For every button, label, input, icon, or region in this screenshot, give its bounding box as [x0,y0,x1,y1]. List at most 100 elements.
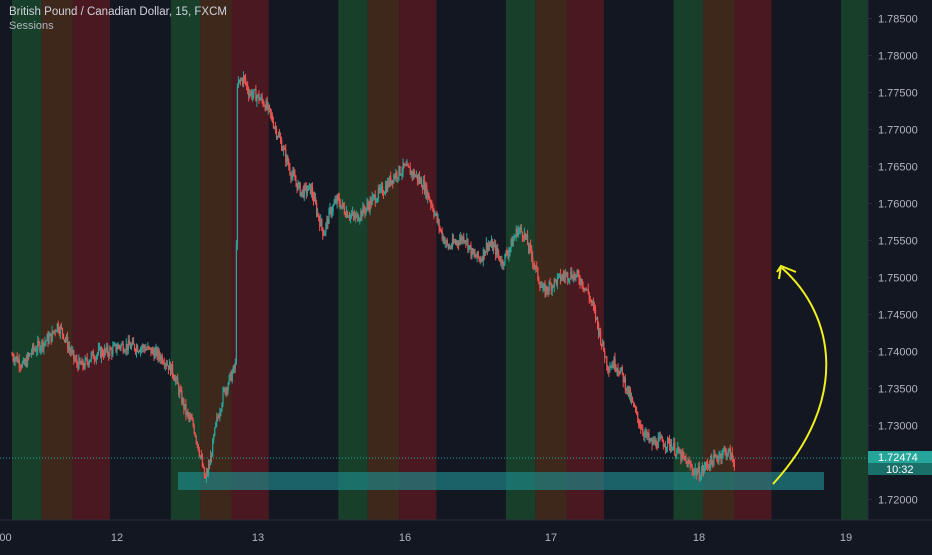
candle-body [535,265,537,268]
candle-body [616,369,618,371]
candle-body [199,455,202,457]
candle-body [695,468,697,475]
candle-body [140,348,142,352]
candle-body [417,176,420,181]
support-zone[interactable] [178,472,824,490]
candle-body [463,236,465,243]
candle-body [638,418,640,425]
candle-body [372,195,374,198]
candle-body [68,347,70,349]
candle-body [317,213,319,215]
candle-body [714,454,716,457]
title-separator: , [168,6,176,18]
candle-body [221,404,223,410]
candle-body [436,213,438,221]
candle-body [653,439,655,444]
candle-body [631,398,634,402]
candle-body [651,439,653,445]
candle-body [715,455,717,457]
candle-body [229,372,231,376]
candle-body [608,370,610,372]
candle-body [212,439,214,457]
candle-body [45,340,47,342]
last-price-badge[interactable]: 1.72474 10:32 [868,451,932,476]
candle-body [71,350,73,353]
candle-body [410,171,412,175]
candle-body [25,359,28,367]
candle-body [340,205,342,209]
candle-body [139,351,141,353]
candle-body [222,390,224,405]
candle-body [271,115,274,122]
candle-body [672,447,674,451]
candle-body [238,79,241,82]
candle-body [404,164,406,166]
candle-body [393,175,395,183]
candle-body [441,231,443,240]
candle-body [113,344,115,347]
candle-body [401,172,403,175]
candle-body [347,216,350,218]
candle-body [639,424,641,426]
candle-body [587,289,589,294]
symbol-name[interactable]: British Pound / Canadian Dollar [9,6,169,18]
candle-body [145,348,147,351]
candle-body [325,223,327,232]
candle-body [215,422,217,428]
candle-body [534,265,536,268]
chart-legend[interactable]: British Pound / Canadian Dollar, 15, FXC… [9,5,227,33]
candle-body [722,449,724,456]
candle-body [671,444,673,451]
candle-body [411,171,413,176]
candle-body [120,344,122,348]
candle-body [547,290,549,292]
indicator-label[interactable]: Sessions [9,20,54,32]
candle-body [620,367,622,371]
candle-body [635,406,637,411]
session-band-green [841,0,871,520]
interval-label[interactable]: 15 [175,6,189,18]
candle-body [211,455,213,457]
candle-body [655,439,657,447]
candle-body [564,276,566,278]
candle-body [551,285,553,291]
candle-body [499,256,501,262]
candle-body [464,240,466,243]
candle-body [66,337,68,340]
session-band-red [399,0,437,520]
candle-body [357,213,359,221]
candle-body [610,367,612,369]
candle-body [332,205,334,212]
candle-body [618,371,620,374]
candle-body [370,199,372,205]
candle-body [36,350,38,352]
candle-body [216,417,218,423]
candle-body [382,194,385,196]
candle-body [442,236,444,240]
candle-body [554,278,557,280]
candle-body [110,348,112,350]
candle-body [509,247,511,252]
candle-body [559,273,562,281]
candle-body [697,466,700,472]
candle-body [34,349,36,351]
candle-body [162,362,164,364]
candle-body [597,317,599,325]
candle-body [483,249,486,256]
candle-body [172,364,174,376]
candle-body [678,447,680,454]
candle-body [200,455,203,458]
candle-body [294,175,296,181]
candle-body [48,336,50,344]
candle-body [555,279,558,285]
candle-body [621,367,623,373]
candle-body [428,192,430,200]
annotation-arrow[interactable] [772,267,828,485]
price-tick-label: 1.75000 [878,272,918,284]
candle-body [580,279,582,284]
candle-body [219,412,221,418]
candle-body [202,466,205,468]
candle-body [141,347,143,349]
